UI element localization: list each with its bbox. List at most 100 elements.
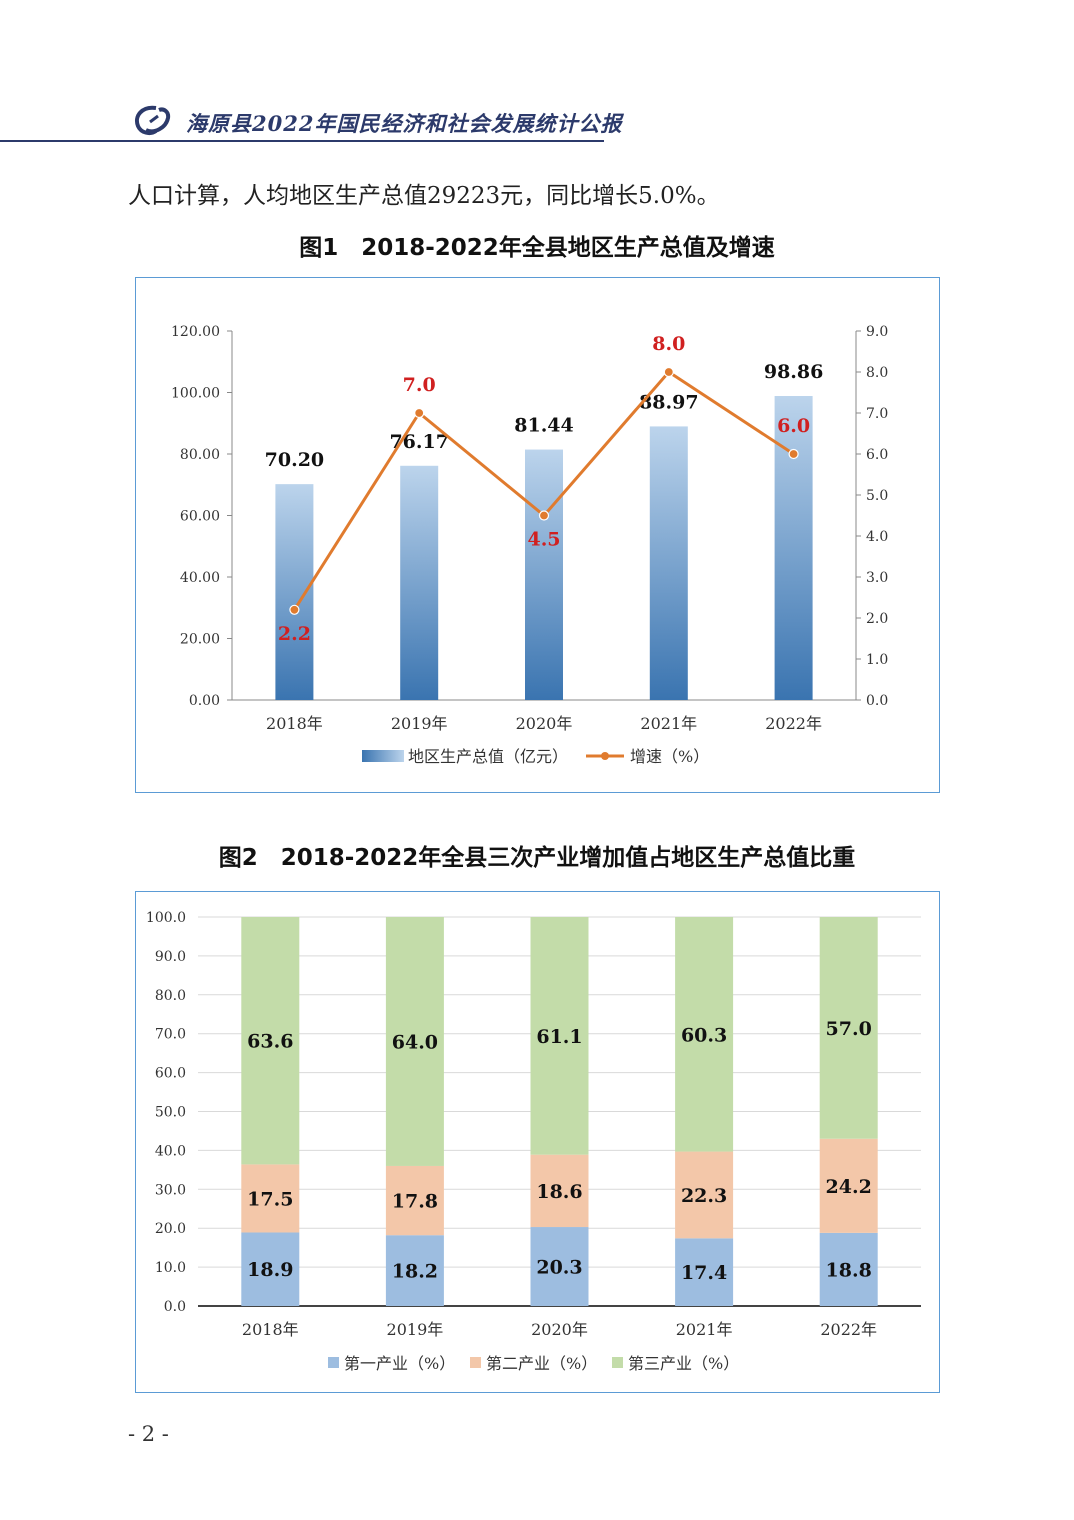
figure2-caption: 图2 2018-2022年全县三次产业增加值占地区生产总值比重: [218, 845, 856, 871]
y-right-tick-label: 7.0: [866, 406, 888, 422]
header-title: 海原县2022年国民经济和社会发展统计公报: [186, 111, 623, 136]
segment-label: 63.6: [247, 1031, 293, 1053]
y-left-tick-label: 0.00: [189, 693, 220, 709]
legend-growth-marker: [601, 752, 609, 760]
segment-label: 57.0: [826, 1018, 872, 1040]
y-right-tick-label: 9.0: [866, 324, 888, 340]
y-left-tick-label: 60.00: [180, 509, 220, 525]
x-tick-label: 2020年: [516, 714, 573, 733]
segment-label: 18.2: [392, 1261, 438, 1283]
segment-label: 60.3: [681, 1024, 727, 1046]
y-right-tick-label: 4.0: [866, 529, 888, 545]
segment-2: [530, 1154, 589, 1228]
growth-point: [289, 604, 300, 615]
figure2-frame: 0.0 10.0 20.0 30.0 40.0 50.0 60.0 70.0 80.0 90.0 1…: [135, 891, 940, 1393]
gdp-bar: [400, 465, 439, 700]
gdp-bar-label: 88.97: [639, 391, 699, 413]
y-tick-label: 0.0: [164, 1299, 186, 1315]
segment-2: [675, 1151, 734, 1239]
y-left-tick-label: 40.00: [180, 570, 220, 586]
y-tick-label: 90.0: [155, 949, 186, 965]
y-left-tick-label: 120.00: [171, 324, 220, 340]
legend-label: 第二产业（%）: [486, 1354, 597, 1373]
growth-label: 8.0: [652, 333, 685, 355]
y-tick-label: 30.0: [155, 1182, 186, 1198]
growth-label: 6.0: [777, 415, 810, 437]
y-tick-label: 50.0: [155, 1105, 186, 1121]
y-right-tick-label: 5.0: [866, 488, 888, 504]
segment-1: [530, 1227, 589, 1306]
x-tick-label: 2019年: [387, 1320, 444, 1339]
segment-3: [241, 917, 300, 1165]
page-number: - 2 -: [128, 1422, 169, 1446]
growth-point: [663, 366, 674, 378]
gdp-growth-chart: 0.00 20.00 40.00 60.00 80.00 100.00 120.00 0.0 1…: [171, 324, 888, 766]
legend-gdp-label: 地区生产总值（亿元）: [408, 747, 568, 766]
segment-label: 17.5: [247, 1188, 293, 1210]
segment-label: 24.2: [826, 1176, 872, 1198]
figure1-frame: 0.00 20.00 40.00 60.00 80.00 100.00 120.00 0.0 1…: [135, 277, 940, 793]
x-tick-label: 2022年: [820, 1320, 877, 1339]
segment-3: [675, 917, 734, 1152]
legend-label: 第三产业（%）: [628, 1354, 739, 1373]
header-divider: [0, 140, 604, 142]
segment-label: 22.3: [681, 1185, 727, 1207]
legend-swatch: [612, 1357, 623, 1368]
gdp-bar-label: 98.86: [764, 361, 824, 383]
x-tick-label: 2018年: [266, 714, 323, 733]
x-tick-label: 2019年: [391, 714, 448, 733]
segment-3: [385, 917, 444, 1166]
gdp-bar: [774, 396, 813, 700]
gdp-bar: [275, 484, 314, 700]
y-tick-label: 10.0: [155, 1260, 186, 1276]
x-tick-label: 2022年: [765, 714, 822, 733]
segment-3: [819, 917, 878, 1139]
y-tick-label: 20.0: [155, 1221, 186, 1237]
segment-2: [241, 1164, 300, 1233]
segment-1: [675, 1238, 734, 1306]
growth-label: 7.0: [403, 374, 436, 396]
growth-label: 4.5: [527, 529, 560, 551]
segment-1: [819, 1232, 878, 1306]
x-tick-label: 2021年: [640, 714, 697, 733]
y-tick-label: 40.0: [155, 1143, 186, 1159]
legend-growth-label: 增速（%）: [630, 747, 709, 766]
legend-swatch: [470, 1357, 481, 1368]
y-tick-label: 70.0: [155, 1027, 186, 1043]
x-tick-label: 2020年: [531, 1320, 588, 1339]
segment-3: [530, 917, 589, 1155]
legend-label: 第一产业（%）: [344, 1354, 455, 1373]
segment-label: 64.0: [392, 1031, 438, 1053]
x-tick-label: 2021年: [676, 1320, 733, 1339]
gdp-bar: [525, 449, 563, 700]
growth-point: [414, 407, 425, 419]
gdp-bar-label: 81.44: [514, 415, 574, 437]
y-tick-label: 100.0: [146, 910, 186, 926]
segment-2: [385, 1165, 444, 1236]
y-right-tick-label: 2.0: [866, 611, 888, 627]
y-right-tick-label: 6.0: [866, 447, 888, 463]
segment-2: [819, 1138, 878, 1233]
y-right-tick-label: 3.0: [866, 570, 888, 586]
segment-label: 18.9: [247, 1259, 293, 1281]
growth-point: [538, 510, 550, 521]
figure1-caption: 图1 2018-2022年全县地区生产总值及增速: [299, 235, 775, 261]
legend-swatch: [328, 1357, 339, 1368]
y-left-tick-label: 100.00: [171, 386, 220, 402]
gdp-bar-label: 76.17: [389, 431, 449, 453]
segment-label: 20.3: [536, 1257, 582, 1279]
growth-label: 2.2: [278, 623, 311, 645]
bureau-logo-icon: [135, 105, 171, 136]
gdp-bar: [649, 426, 688, 700]
segment-1: [385, 1235, 444, 1306]
segment-label: 18.6: [536, 1181, 582, 1203]
intro-paragraph: 人口计算，人均地区生产总值29223元，同比增长5.0%。: [128, 183, 720, 209]
y-tick-label: 80.0: [155, 988, 186, 1004]
growth-point: [788, 448, 799, 460]
y-right-tick-label: 0.0: [866, 693, 888, 709]
legend-gdp-swatch: [362, 750, 404, 762]
segment-label: 61.1: [536, 1026, 582, 1048]
y-tick-label: 60.0: [155, 1066, 186, 1082]
industry-share-chart: 0.0 10.0 20.0 30.0 40.0 50.0 60.0 70.0 80.0 90.0 1…: [146, 910, 921, 1373]
y-left-tick-label: 20.00: [180, 632, 220, 648]
